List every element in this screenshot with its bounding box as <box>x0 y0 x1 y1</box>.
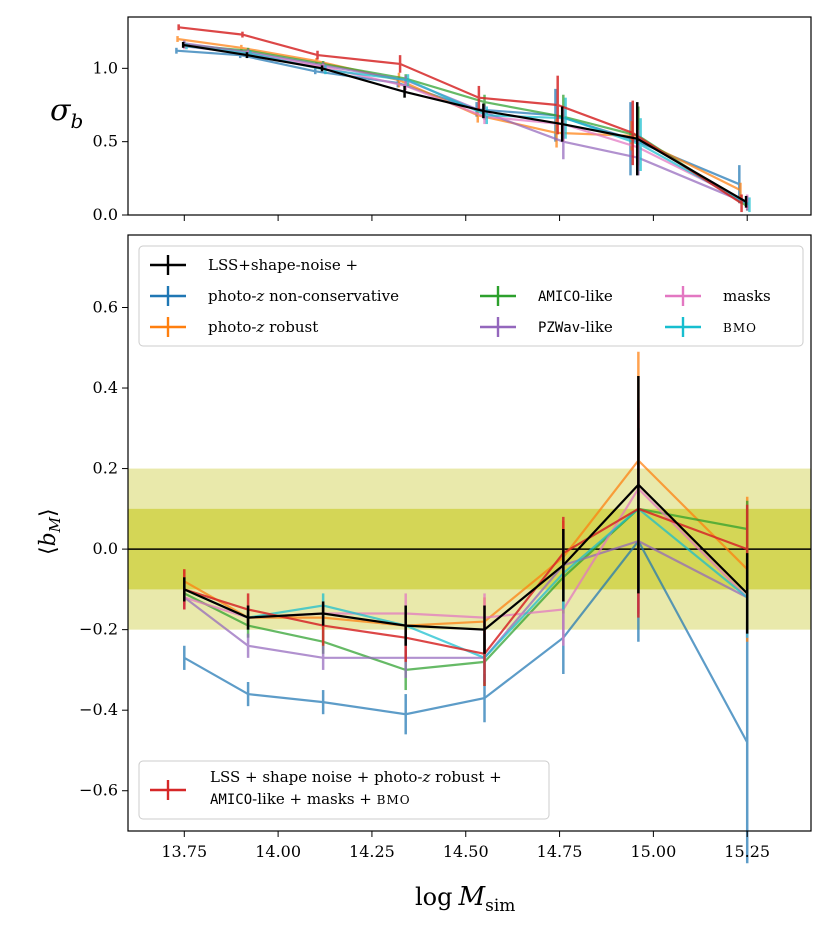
top-x-ticks <box>183 215 748 221</box>
top-line-pink <box>184 45 748 203</box>
bias-line-purple <box>183 539 748 659</box>
top-line-black <box>183 43 747 203</box>
bottom-y-axis-label: ⟨bM⟩ <box>36 508 64 555</box>
bias-xtick-label-4: 14.75 <box>537 842 583 861</box>
bias-xtick-label-0: 13.75 <box>161 842 207 861</box>
bias-ytick-label-3: 0.0 <box>93 539 118 558</box>
legend-label-purple: PZWav-like <box>538 318 613 336</box>
legend-bottom-line1: LSS + shape noise + photo-z robust + <box>210 768 502 786</box>
legend-marker-pink <box>665 286 701 306</box>
legend-marker-blue <box>150 286 186 306</box>
legend-marker-black <box>150 255 186 275</box>
bias-ytick-label-6: 0.6 <box>93 297 118 316</box>
top-series-purple <box>183 40 749 211</box>
x-axis-label: log Msim <box>415 882 515 916</box>
legend-label-black: LSS+shape-noise + <box>208 256 358 274</box>
top-line-green <box>184 43 748 208</box>
top-axes-frame <box>127 16 812 216</box>
legend-label-green: AMICO-like <box>538 287 613 305</box>
bias-xtick-label-3: 14.50 <box>443 842 489 861</box>
legend-marker-cyan <box>665 317 701 337</box>
bias-ytick-label-4: 0.2 <box>93 459 118 478</box>
legend-top: LSS+shape-noise + photo-z non-conservativ… <box>138 245 804 347</box>
bias-line-red <box>183 507 748 656</box>
top-series-red <box>177 24 743 213</box>
top-line-orange <box>177 37 741 192</box>
legend-label-cyan: BMO <box>723 321 757 335</box>
top-series <box>175 24 751 213</box>
top-y-axis-label: σb <box>50 93 83 133</box>
sigma-b-panel: 0.0 0.5 1.0 σb <box>50 16 812 224</box>
top-y-ticks: 0.0 0.5 1.0 <box>93 58 128 224</box>
bias-ytick-label-5: 0.4 <box>93 378 118 397</box>
legend-marker-orange <box>150 317 186 337</box>
top-ytick-label-2: 1.0 <box>93 58 118 77</box>
bias-line-blue <box>183 539 749 743</box>
top-line-purple <box>184 42 748 205</box>
top-line-red <box>178 26 743 205</box>
bias-xtick-label-6: 15.25 <box>724 842 770 861</box>
top-series-blue <box>175 47 741 204</box>
top-series-green <box>183 41 749 211</box>
bias-line-black <box>183 483 748 631</box>
legend-marker-purple <box>480 317 516 337</box>
bottom-x-ticks: 13.75 14.00 14.25 14.50 14.75 15.00 15.25 <box>161 831 770 861</box>
bias-ytick-label-2: −0.2 <box>79 620 118 639</box>
legend-marker-green <box>480 286 516 306</box>
legend-marker-red <box>150 780 186 800</box>
bias-line-cyan <box>183 507 748 660</box>
top-line-cyan <box>186 45 751 206</box>
legend-label-blue: photo-z non-conservative <box>208 287 399 305</box>
top-ytick-label-1: 0.5 <box>93 132 118 151</box>
bottom-y-ticks: −0.6 −0.4 −0.2 0.0 0.2 0.4 0.6 <box>79 297 128 800</box>
top-series-pink <box>183 43 749 210</box>
top-series-black <box>181 41 748 208</box>
bias-ytick-label-1: −0.4 <box>79 700 118 719</box>
legend-bottom-frame <box>138 760 550 820</box>
legend-label-pink: masks <box>723 287 771 305</box>
bias-panel: −0.6 −0.4 −0.2 0.0 0.2 0.4 0.6 13.75 14.00 14.25… <box>36 234 812 916</box>
legend-top-frame <box>138 245 804 347</box>
bias-ytick-label-0: −0.6 <box>79 781 118 800</box>
legend-label-orange: photo-z robust <box>208 318 318 336</box>
bias-series-black <box>183 375 749 654</box>
legend-bottom-line2: AMICO-like + masks + BMO <box>210 790 411 808</box>
bias-xtick-label-2: 14.25 <box>349 842 395 861</box>
bias-series <box>183 351 749 864</box>
bottom-axes-frame <box>127 234 812 832</box>
bias-xtick-label-1: 14.00 <box>255 842 301 861</box>
legend-bottom: LSS + shape noise + photo-z robust + AMI… <box>138 760 550 820</box>
top-series-cyan <box>185 43 751 213</box>
top-ytick-label-0: 0.0 <box>93 205 118 224</box>
bias-xtick-label-5: 15.00 <box>630 842 676 861</box>
